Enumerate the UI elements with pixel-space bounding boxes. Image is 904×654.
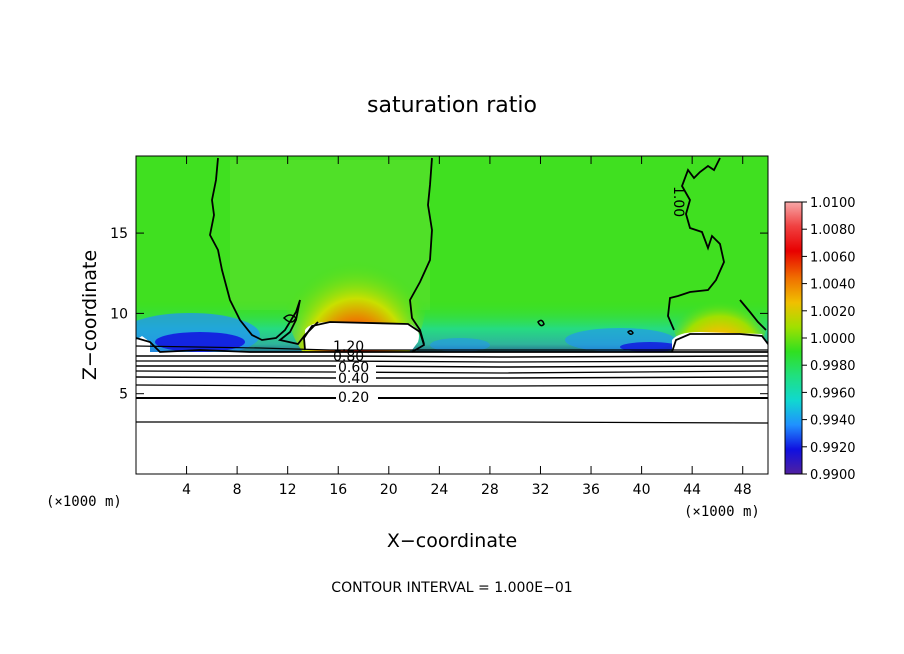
x-tick-label: 48 [734,482,752,498]
x-tick-label: 32 [532,482,550,498]
y-tick-label: 10 [110,306,128,322]
contour-small-loop-b [537,319,545,327]
contour-0.70 [136,360,768,363]
colorbar-label: 1.0080 [810,223,856,238]
colorbar-label: 0.9900 [810,468,856,483]
contour-label-0.60: 0.60 [338,360,369,376]
contour-0.40 [136,376,768,379]
contour-small-loop-a [282,314,297,323]
colorbar-label: 1.0100 [810,196,856,211]
contour-right-cap [671,333,768,353]
contour-label-1.00-rotated-group: 1.00 [670,186,686,217]
contour-labels: 1.20 0.80 0.60 0.40 0.20 1.00 [332,186,686,406]
x-tick-label: 24 [430,482,448,498]
y-axis-ticks: 5 10 15 [110,226,768,403]
colorbar-label: 1.0060 [810,250,856,265]
contour-1.00-right-of-updraft [409,157,433,345]
contour-small-loop-c [627,329,634,336]
y-tick-label: 5 [119,387,128,403]
contour-interval-text: CONTOUR INTERVAL = 1.000E−01 [331,580,572,596]
x-tick-label: 16 [329,482,347,498]
contour-0.80 [136,355,768,358]
contour-label-0.40: 0.40 [338,371,369,387]
y-axis-title-group: Z−coordinate [79,250,101,380]
contour-0.30 [136,384,768,387]
contour-1.20-cloud-cap [303,321,426,353]
contour-1.00-left-cloud [209,157,319,346]
colorbar-label: 0.9940 [810,414,856,429]
colorbar-label: 1.0040 [810,278,856,293]
colorbar-labels: 1.0100 1.0080 1.0060 1.0040 1.0020 1.0000 0.99… [802,196,856,483]
y-axis-title: Z−coordinate [79,250,101,380]
x-tick-label: 28 [481,482,499,498]
contour-1.20-band [136,337,768,353]
colorbar-label: 0.9980 [810,359,856,374]
x-axis-title: X−coordinate [387,530,517,552]
contour-label-0.20: 0.20 [338,390,369,406]
x-unit-label-left: (×1000 m) [46,494,122,510]
contour-1.00-band-upper [136,345,768,351]
x-axis-ticks: 4 8 12 16 20 24 28 32 36 40 44 48 [182,156,752,498]
colorbar-label: 0.9960 [810,386,856,401]
contour-1.00-right-cloud-b [739,299,767,331]
colorbar-label: 1.0000 [810,332,856,347]
contour-0.60 [136,365,768,368]
chart-title: saturation ratio [367,93,537,118]
colorbar-gradient [784,201,803,475]
colorbar-label: 0.9920 [810,441,856,456]
x-tick-label: 40 [633,482,651,498]
contour-label-1.20: 1.20 [333,339,364,355]
colorbar: 1.0100 1.0080 1.0060 1.0040 1.0020 1.0000 0.99… [784,196,856,483]
contour-label-1.00: 1.00 [670,186,686,217]
colorbar-label: 1.0020 [810,305,856,320]
contour-0.10 [136,421,768,424]
y-tick-label: 15 [110,226,128,242]
plot-frame [135,155,769,475]
x-tick-label: 4 [182,482,191,498]
x-unit-label-right: (×1000 m) [684,504,760,520]
contour-1.00-right-cloud [667,157,725,331]
contour-0.50 [136,370,768,374]
x-tick-label: 36 [582,482,600,498]
x-tick-label: 44 [683,482,701,498]
contour-label-0.80: 0.80 [333,349,364,365]
x-tick-label: 8 [233,482,242,498]
contour-lines [136,157,768,424]
x-tick-label: 12 [279,482,297,498]
x-tick-label: 20 [380,482,398,498]
